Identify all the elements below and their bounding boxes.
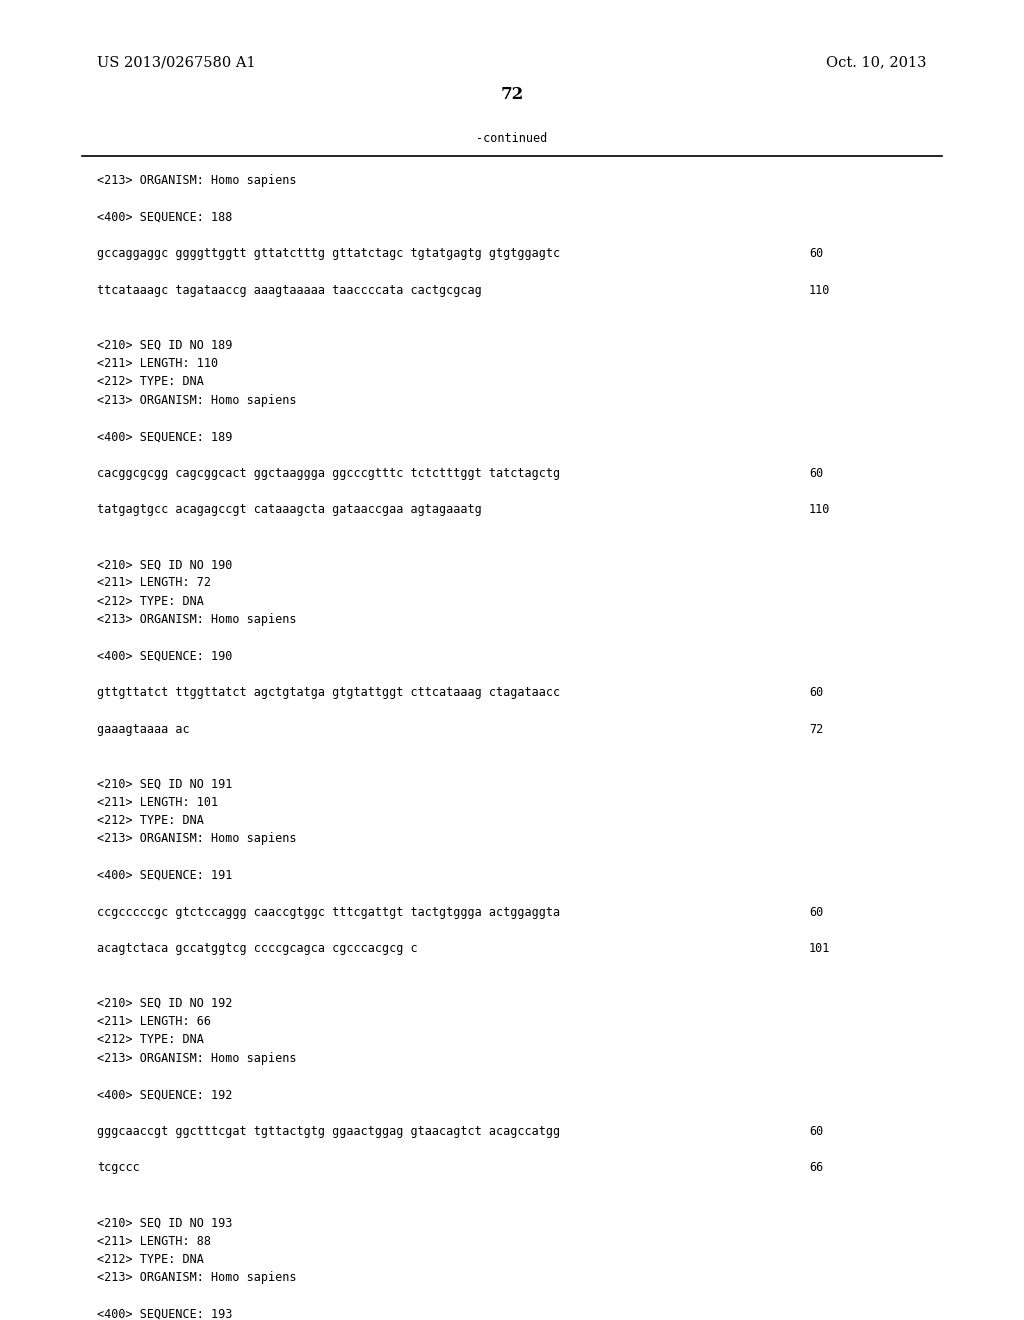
Text: ccgcccccgc gtctccaggg caaccgtggc tttcgattgt tactgtggga actggaggta: ccgcccccgc gtctccaggg caaccgtggc tttcgat… [97, 906, 560, 919]
Text: <213> ORGANISM: Homo sapiens: <213> ORGANISM: Homo sapiens [97, 393, 297, 407]
Text: <211> LENGTH: 88: <211> LENGTH: 88 [97, 1234, 211, 1247]
Text: 60: 60 [809, 247, 823, 260]
Text: -continued: -continued [476, 132, 548, 145]
Text: gggcaaccgt ggctttcgat tgttactgtg ggaactggag gtaacagtct acagccatgg: gggcaaccgt ggctttcgat tgttactgtg ggaactg… [97, 1125, 560, 1138]
Text: <213> ORGANISM: Homo sapiens: <213> ORGANISM: Homo sapiens [97, 833, 297, 845]
Text: <211> LENGTH: 110: <211> LENGTH: 110 [97, 358, 218, 370]
Text: <400> SEQUENCE: 193: <400> SEQUENCE: 193 [97, 1308, 232, 1320]
Text: <400> SEQUENCE: 192: <400> SEQUENCE: 192 [97, 1089, 232, 1101]
Text: 66: 66 [809, 1162, 823, 1175]
Text: <210> SEQ ID NO 190: <210> SEQ ID NO 190 [97, 558, 232, 572]
Text: <212> TYPE: DNA: <212> TYPE: DNA [97, 595, 204, 607]
Text: 72: 72 [809, 723, 823, 735]
Text: <213> ORGANISM: Homo sapiens: <213> ORGANISM: Homo sapiens [97, 1271, 297, 1284]
Text: tcgccc: tcgccc [97, 1162, 140, 1175]
Text: gaaagtaaaa ac: gaaagtaaaa ac [97, 723, 189, 735]
Text: <211> LENGTH: 72: <211> LENGTH: 72 [97, 577, 211, 590]
Text: <212> TYPE: DNA: <212> TYPE: DNA [97, 814, 204, 828]
Text: <210> SEQ ID NO 189: <210> SEQ ID NO 189 [97, 339, 232, 351]
Text: Oct. 10, 2013: Oct. 10, 2013 [826, 55, 927, 70]
Text: ttcataaagc tagataaccg aaagtaaaaa taaccccata cactgcgcag: ttcataaagc tagataaccg aaagtaaaaa taacccc… [97, 284, 482, 297]
Text: acagtctaca gccatggtcg ccccgcagca cgcccacgcg c: acagtctaca gccatggtcg ccccgcagca cgcccac… [97, 942, 418, 956]
Text: <400> SEQUENCE: 189: <400> SEQUENCE: 189 [97, 430, 232, 444]
Text: <210> SEQ ID NO 191: <210> SEQ ID NO 191 [97, 777, 232, 791]
Text: <400> SEQUENCE: 191: <400> SEQUENCE: 191 [97, 869, 232, 882]
Text: cacggcgcgg cagcggcact ggctaaggga ggcccgtttc tctctttggt tatctagctg: cacggcgcgg cagcggcact ggctaaggga ggcccgt… [97, 467, 560, 479]
Text: 110: 110 [809, 284, 830, 297]
Text: <213> ORGANISM: Homo sapiens: <213> ORGANISM: Homo sapiens [97, 612, 297, 626]
Text: <400> SEQUENCE: 188: <400> SEQUENCE: 188 [97, 211, 232, 224]
Text: US 2013/0267580 A1: US 2013/0267580 A1 [97, 55, 256, 70]
Text: <213> ORGANISM: Homo sapiens: <213> ORGANISM: Homo sapiens [97, 174, 297, 187]
Text: tatgagtgcc acagagccgt cataaagcta gataaccgaa agtagaaatg: tatgagtgcc acagagccgt cataaagcta gataacc… [97, 503, 482, 516]
Text: <400> SEQUENCE: 190: <400> SEQUENCE: 190 [97, 649, 232, 663]
Text: <212> TYPE: DNA: <212> TYPE: DNA [97, 1034, 204, 1047]
Text: 101: 101 [809, 942, 830, 956]
Text: 72: 72 [501, 86, 523, 103]
Text: <210> SEQ ID NO 192: <210> SEQ ID NO 192 [97, 997, 232, 1010]
Text: 60: 60 [809, 906, 823, 919]
Text: <210> SEQ ID NO 193: <210> SEQ ID NO 193 [97, 1216, 232, 1229]
Text: <211> LENGTH: 101: <211> LENGTH: 101 [97, 796, 218, 809]
Text: gccaggaggc ggggttggtt gttatctttg gttatctagc tgtatgagtg gtgtggagtc: gccaggaggc ggggttggtt gttatctttg gttatct… [97, 247, 560, 260]
Text: 60: 60 [809, 467, 823, 479]
Text: <212> TYPE: DNA: <212> TYPE: DNA [97, 1253, 204, 1266]
Text: gttgttatct ttggttatct agctgtatga gtgtattggt cttcataaag ctagataacc: gttgttatct ttggttatct agctgtatga gtgtatt… [97, 686, 560, 700]
Text: 60: 60 [809, 1125, 823, 1138]
Text: <211> LENGTH: 66: <211> LENGTH: 66 [97, 1015, 211, 1028]
Text: 110: 110 [809, 503, 830, 516]
Text: 60: 60 [809, 686, 823, 700]
Text: <213> ORGANISM: Homo sapiens: <213> ORGANISM: Homo sapiens [97, 1052, 297, 1065]
Text: <212> TYPE: DNA: <212> TYPE: DNA [97, 375, 204, 388]
